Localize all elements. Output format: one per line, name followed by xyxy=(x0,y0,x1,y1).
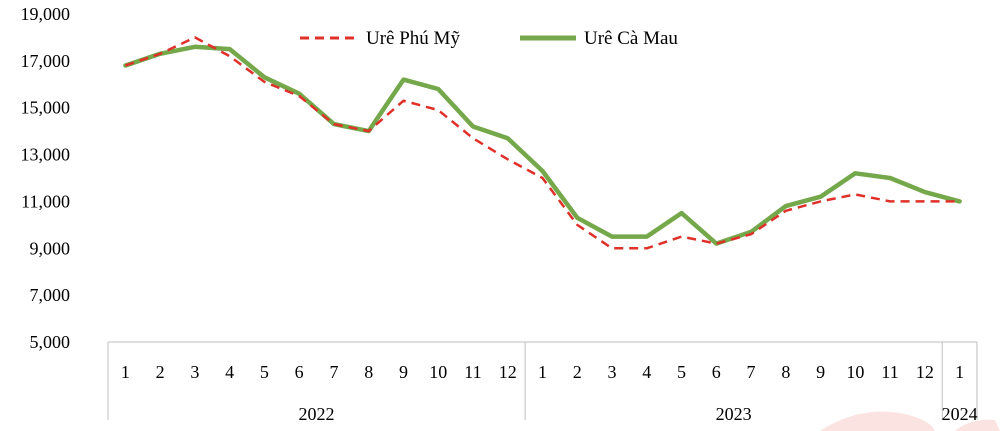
x-tick-label: 1 xyxy=(121,362,130,382)
x-tick-label: 4 xyxy=(225,362,234,382)
y-tick-label: 7,000 xyxy=(30,285,71,305)
x-tick-label: 5 xyxy=(677,362,686,382)
x-tick-label: 1 xyxy=(538,362,547,382)
year-group-label: 2024 xyxy=(942,404,978,424)
y-tick-label: 9,000 xyxy=(30,238,71,258)
series-line-1 xyxy=(123,44,962,246)
y-tick-label: 19,000 xyxy=(21,4,71,24)
y-tick-label: 13,000 xyxy=(21,145,71,165)
y-tick-label: 15,000 xyxy=(21,98,71,118)
x-tick-label: 10 xyxy=(429,362,447,382)
x-tick-label: 3 xyxy=(190,362,199,382)
x-tick-label: 11 xyxy=(881,362,898,382)
year-group-label: 2022 xyxy=(299,404,335,424)
x-tick-label: 9 xyxy=(399,362,408,382)
year-group-label: 2023 xyxy=(716,404,752,424)
x-tick-label: 6 xyxy=(295,362,304,382)
watermark-shape xyxy=(820,411,935,431)
legend: Urê Phú Mỹ Urê Cà Mau xyxy=(300,28,678,49)
x-tick-label: 12 xyxy=(916,362,934,382)
legend-label-ure-ca-mau: Urê Cà Mau xyxy=(584,28,678,49)
x-tick-label: 2 xyxy=(156,362,165,382)
x-tick-label: 4 xyxy=(642,362,651,382)
x-tick-label: 3 xyxy=(608,362,617,382)
x-tick-label: 8 xyxy=(364,362,373,382)
x-tick-label: 2 xyxy=(573,362,582,382)
x-tick-label: 9 xyxy=(816,362,825,382)
x-tick-label: 7 xyxy=(329,362,338,382)
x-tick-label: 10 xyxy=(846,362,864,382)
x-tick-label: 6 xyxy=(712,362,721,382)
x-tick-label: 12 xyxy=(499,362,517,382)
x-tick-label: 7 xyxy=(747,362,756,382)
series-line-0 xyxy=(125,36,960,250)
y-tick-label: 17,000 xyxy=(21,51,71,71)
series-lines xyxy=(123,36,962,250)
x-tick-label: 11 xyxy=(464,362,481,382)
legend-label-ure-phu-my: Urê Phú Mỹ xyxy=(366,28,460,49)
y-axis: 5,000 7,000 9,000 11,000 13,000 15,000 17,000 1… xyxy=(21,4,71,352)
x-tick-label: 1 xyxy=(955,362,964,382)
y-tick-label: 5,000 xyxy=(30,332,71,352)
x-tick-label: 8 xyxy=(781,362,790,382)
y-tick-label: 11,000 xyxy=(21,191,70,211)
watermark-shape-2 xyxy=(955,419,1000,431)
x-tick-label: 5 xyxy=(260,362,269,382)
